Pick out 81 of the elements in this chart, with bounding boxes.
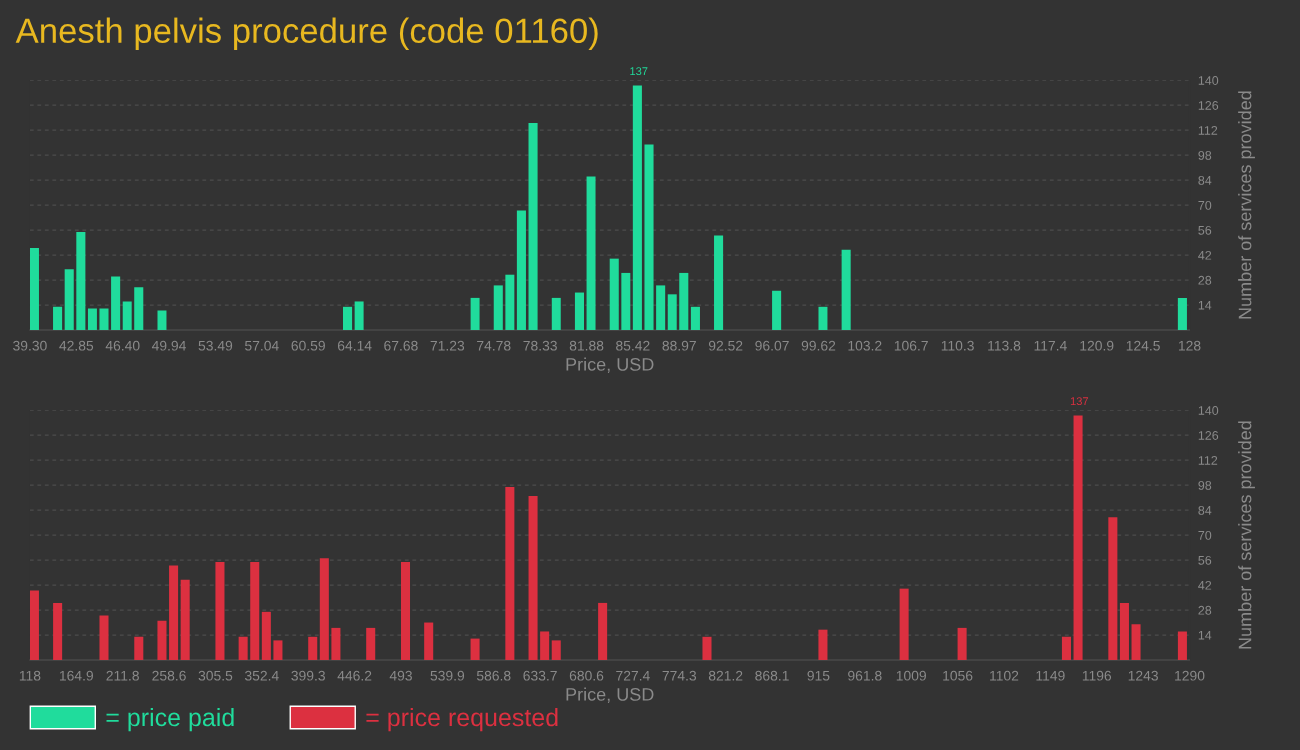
x-tick-label: 88.97 bbox=[662, 340, 696, 351]
x-tick-label: 103.2 bbox=[848, 340, 882, 351]
x-tick-label: 57.04 bbox=[245, 340, 279, 351]
x-tick-label: 539.9 bbox=[430, 670, 465, 681]
y-tick-label: 28 bbox=[1198, 275, 1212, 285]
x-tick-label: 124.5 bbox=[1126, 340, 1160, 351]
x-tick-label: 586.8 bbox=[476, 670, 511, 681]
y-tick-label: 126 bbox=[1198, 101, 1219, 110]
y-axis-title: Number of services provided bbox=[1238, 91, 1255, 319]
x-tick-label: 1056 bbox=[943, 670, 973, 681]
x-tick-label: 106.7 bbox=[894, 340, 928, 351]
annotation: 137 bbox=[630, 67, 648, 76]
x-tick-label: 42.85 bbox=[59, 340, 94, 351]
x-tick-label: 117.4 bbox=[1034, 340, 1067, 351]
x-tick-label: 67.68 bbox=[384, 340, 418, 351]
y-tick-label: 70 bbox=[1198, 530, 1212, 540]
x-tick-label: 71.23 bbox=[430, 340, 465, 351]
x-tick-label: 211.8 bbox=[106, 670, 139, 681]
x-tick-label: 53.49 bbox=[198, 340, 233, 351]
x-tick-label: 493 bbox=[389, 670, 412, 681]
x-tick-label: 64.14 bbox=[337, 340, 372, 351]
y-tick-label: 126 bbox=[1198, 431, 1219, 440]
x-tick-label: 74.78 bbox=[477, 340, 511, 351]
y-tick-label: 112 bbox=[1198, 456, 1218, 465]
y-tick-label: 70 bbox=[1198, 200, 1212, 210]
x-tick-label: 446.2 bbox=[337, 670, 372, 681]
x-tick-label: 305.5 bbox=[198, 670, 233, 681]
x-tick-label: 110.3 bbox=[941, 340, 974, 351]
x-tick-label: 868.1 bbox=[755, 670, 789, 681]
y-tick-label: 28 bbox=[1198, 605, 1212, 615]
x-tick-label: 961.8 bbox=[848, 670, 882, 681]
x-tick-label: 96.07 bbox=[755, 340, 789, 351]
x-tick-label: 78.33 bbox=[523, 340, 557, 351]
x-tick-label: 120.9 bbox=[1080, 340, 1114, 351]
y-tick-label: 140 bbox=[1198, 406, 1219, 415]
x-axis-title: Price, USD bbox=[566, 687, 654, 703]
annotation: 137 bbox=[1070, 397, 1089, 406]
y-tick-label: 56 bbox=[1198, 225, 1212, 235]
x-tick-label: 1149 bbox=[1036, 670, 1065, 681]
y-tick-label: 14 bbox=[1198, 300, 1212, 310]
y-tick-label: 140 bbox=[1198, 76, 1219, 85]
x-tick-label: 633.7 bbox=[523, 670, 557, 681]
x-tick-label: 352.4 bbox=[244, 670, 279, 681]
x-tick-label: 1102 bbox=[990, 670, 1019, 681]
x-tick-label: 99.62 bbox=[801, 340, 836, 351]
y-axis-title: Number of services provided bbox=[1238, 421, 1255, 649]
x-tick-label: 60.59 bbox=[291, 340, 325, 351]
x-tick-label: 85.42 bbox=[616, 340, 650, 351]
x-tick-label: 1243 bbox=[1128, 670, 1158, 681]
x-tick-label: 92.52 bbox=[708, 340, 743, 351]
x-tick-label: 258.6 bbox=[152, 670, 186, 681]
x-tick-label: 164.9 bbox=[59, 670, 94, 681]
x-tick-label: 46.40 bbox=[105, 340, 140, 351]
x-tick-label: 81.88 bbox=[569, 340, 604, 351]
x-tick-label: 118 bbox=[19, 670, 41, 681]
x-tick-label: 680.6 bbox=[569, 670, 604, 681]
y-tick-label: 56 bbox=[1198, 555, 1212, 565]
y-tick-label: 42 bbox=[1198, 250, 1212, 260]
x-tick-label: 113.8 bbox=[988, 340, 1021, 351]
legend-label: = price requested bbox=[366, 707, 558, 732]
x-tick-label: 1009 bbox=[896, 670, 926, 681]
y-tick-label: 84 bbox=[1198, 505, 1212, 515]
y-tick-label: 14 bbox=[1198, 630, 1212, 640]
x-tick-label: 821.2 bbox=[708, 670, 743, 681]
y-tick-label: 84 bbox=[1198, 175, 1212, 185]
x-tick-label: 727.4 bbox=[616, 670, 650, 681]
x-tick-label: 399.3 bbox=[291, 670, 325, 681]
y-tick-label: 98 bbox=[1198, 480, 1212, 490]
x-axis-title: Price, USD bbox=[566, 357, 654, 373]
x-tick-label: 915 bbox=[807, 670, 830, 681]
x-tick-label: 128 bbox=[1178, 340, 1201, 351]
x-tick-label: 774.3 bbox=[662, 670, 697, 681]
y-tick-label: 98 bbox=[1198, 150, 1212, 160]
x-tick-label: 49.94 bbox=[151, 340, 186, 351]
legend-label: = price paid bbox=[106, 707, 234, 732]
y-tick-label: 112 bbox=[1198, 126, 1218, 135]
y-tick-label: 42 bbox=[1198, 580, 1212, 590]
x-tick-label: 1290 bbox=[1175, 670, 1205, 681]
x-tick-label: 1196 bbox=[1082, 670, 1112, 681]
chart-title: Anesth pelvis procedure (code 01160) bbox=[15, 17, 598, 50]
x-tick-label: 39.30 bbox=[13, 340, 47, 351]
